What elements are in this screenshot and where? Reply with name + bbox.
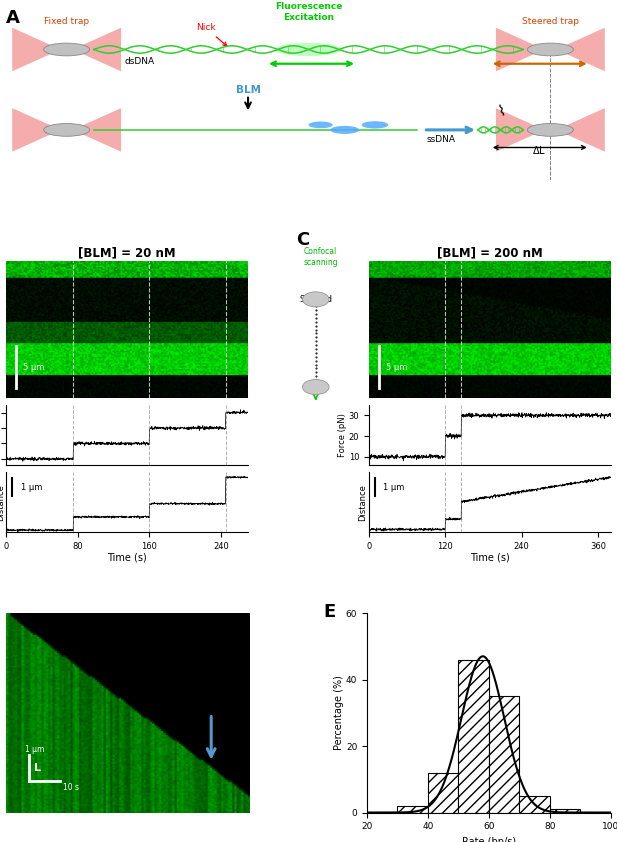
Polygon shape [73,28,121,72]
Polygon shape [73,108,121,152]
Polygon shape [12,108,60,152]
Circle shape [308,121,333,128]
Ellipse shape [275,43,342,56]
Circle shape [362,121,388,129]
Circle shape [302,292,329,306]
Bar [489,696,520,813]
Bar [550,809,581,813]
Text: Fluorescence
Excitation: Fluorescence Excitation [275,3,342,22]
Polygon shape [496,28,544,72]
Text: Confocal
scanning: Confocal scanning [304,248,338,267]
Text: Steered: Steered [299,295,333,304]
Text: 5 μm: 5 μm [23,364,44,372]
Bar [458,659,489,813]
Text: L: L [34,763,41,773]
X-axis label: Time (s): Time (s) [107,552,147,562]
X-axis label: Time (s): Time (s) [470,552,510,562]
X-axis label: Rate (bp/s): Rate (bp/s) [462,837,516,842]
Text: A: A [6,9,20,27]
Text: Steered trap: Steered trap [522,17,579,25]
Polygon shape [557,108,605,152]
Text: Fixed: Fixed [305,382,327,392]
Y-axis label: Percentage (%): Percentage (%) [334,675,344,750]
Circle shape [528,43,573,56]
Circle shape [44,43,89,56]
Text: $\Delta$L: $\Delta$L [532,144,547,157]
Polygon shape [496,108,544,152]
Text: 1 μm: 1 μm [384,482,405,492]
Bar [397,806,428,813]
Text: Nick: Nick [196,24,226,46]
Text: 10 s: 10 s [63,782,79,791]
Text: 1 μm: 1 μm [25,744,44,754]
Text: Fixed trap: Fixed trap [44,17,89,25]
Y-axis label: Distance: Distance [0,483,5,520]
Text: dsDNA: dsDNA [124,56,154,66]
Polygon shape [12,28,60,72]
Polygon shape [557,28,605,72]
Bar [428,773,458,813]
Text: C: C [296,231,310,248]
Title: [BLM] = 20 nM: [BLM] = 20 nM [78,247,176,260]
Circle shape [44,124,89,136]
Bar [520,796,550,813]
Y-axis label: Distance: Distance [358,483,368,520]
Circle shape [528,124,573,136]
Text: ⌇: ⌇ [497,104,508,120]
Title: [BLM] = 200 nM: [BLM] = 200 nM [437,247,543,260]
Text: BLM: BLM [236,85,260,95]
Circle shape [302,380,329,395]
Text: 1 μm: 1 μm [21,482,42,492]
Text: E: E [323,603,336,621]
Y-axis label: Force (pN): Force (pN) [338,413,347,457]
Circle shape [330,126,359,134]
Text: ssDNA: ssDNA [427,136,456,145]
Text: 5 μm: 5 μm [386,364,407,372]
